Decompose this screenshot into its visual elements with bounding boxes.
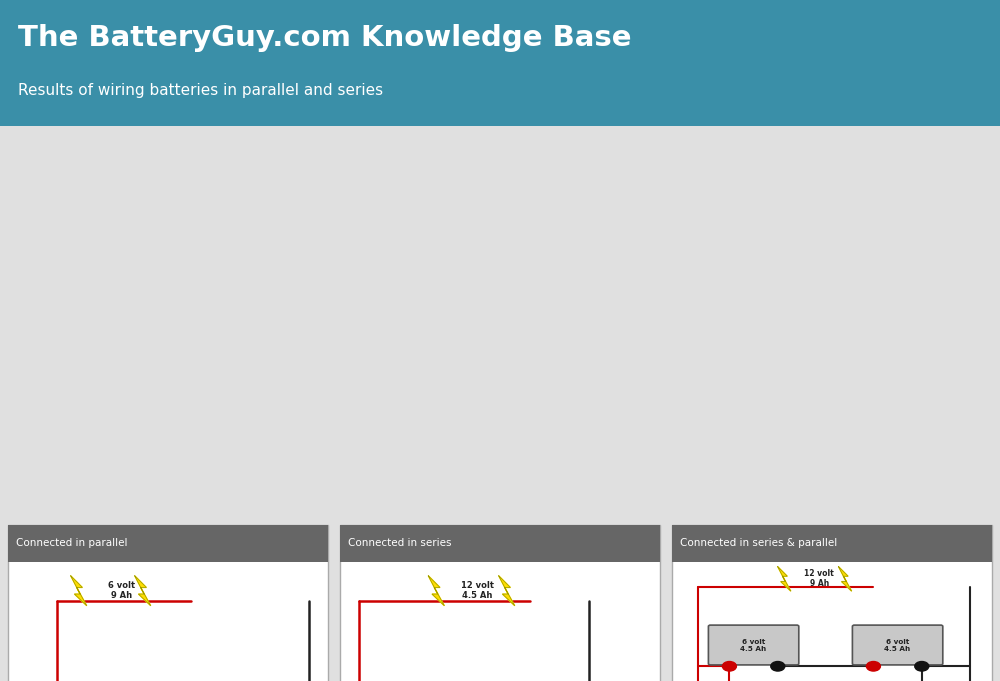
Bar — [672, 526, 992, 681]
Polygon shape — [71, 575, 87, 605]
Bar — [0, 0, 1000, 126]
Bar — [672, 526, 992, 562]
Text: Connected in series: Connected in series — [348, 539, 452, 548]
Circle shape — [771, 661, 785, 671]
Circle shape — [866, 661, 880, 671]
Text: Results of wiring batteries in parallel and series: Results of wiring batteries in parallel … — [18, 83, 383, 98]
Bar — [340, 526, 660, 681]
FancyBboxPatch shape — [708, 625, 799, 665]
Text: 12 volt
9 Ah: 12 volt 9 Ah — [804, 569, 834, 588]
Polygon shape — [778, 567, 791, 591]
Bar — [8, 526, 328, 681]
Polygon shape — [428, 575, 444, 605]
Polygon shape — [135, 575, 151, 605]
Polygon shape — [838, 567, 852, 591]
Polygon shape — [499, 575, 515, 605]
Bar — [8, 526, 328, 562]
Text: 6 volt
9 Ah: 6 volt 9 Ah — [108, 581, 135, 601]
Circle shape — [722, 661, 736, 671]
Bar — [340, 526, 660, 562]
Text: The BatteryGuy.com Knowledge Base: The BatteryGuy.com Knowledge Base — [18, 24, 632, 52]
Text: Connected in parallel: Connected in parallel — [16, 539, 128, 548]
Text: 6 volt
4.5 Ah: 6 volt 4.5 Ah — [884, 639, 911, 652]
Text: Connected in series & parallel: Connected in series & parallel — [680, 539, 837, 548]
FancyBboxPatch shape — [852, 625, 943, 665]
Text: 6 volt
4.5 Ah: 6 volt 4.5 Ah — [740, 639, 767, 652]
Circle shape — [915, 661, 929, 671]
Text: 12 volt
4.5 Ah: 12 volt 4.5 Ah — [461, 581, 494, 601]
